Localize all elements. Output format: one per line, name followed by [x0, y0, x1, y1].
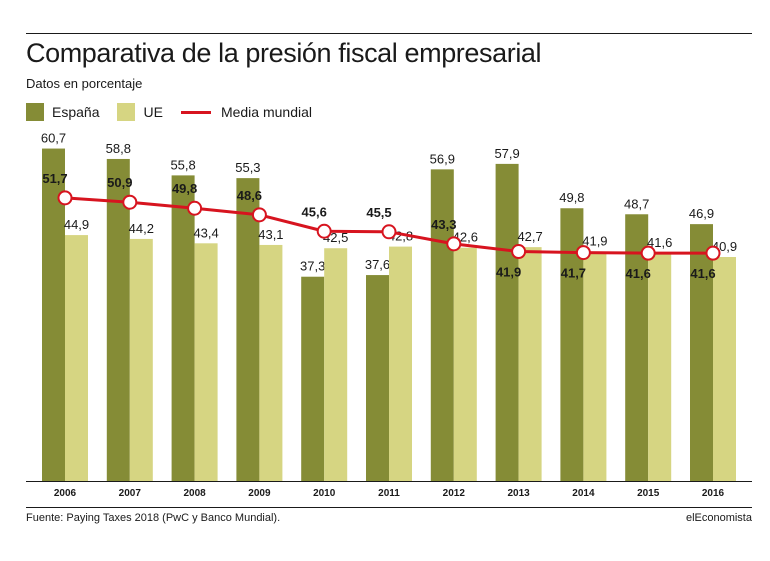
bar-ue-2014 [583, 251, 607, 481]
point-media-mundial-2012 [446, 236, 462, 252]
legend: España UE Media mundial [26, 102, 330, 122]
point-media-mundial-2009 [251, 207, 267, 223]
data-label-media-mundial-2015: 41,6 [626, 266, 651, 281]
data-label-espana-2008: 55,8 [170, 157, 195, 172]
legend-swatch-media-mundial [180, 110, 211, 114]
data-label-media-mundial-2012: 43,3 [431, 217, 456, 232]
data-label-espana-2013: 57,9 [494, 146, 519, 161]
bar-espana-2006 [42, 148, 65, 481]
data-label-espana-2012: 56,9 [430, 151, 455, 166]
data-label-espana-2014: 49,8 [559, 190, 584, 205]
bar-ue-2010 [324, 248, 348, 481]
data-label-ue-2014: 41,9 [582, 234, 607, 249]
x-tick-label-2011: 2011 [378, 488, 400, 499]
x-tick-label-2009: 2009 [248, 488, 271, 499]
bottom-rule [26, 507, 752, 508]
data-label-ue-2009: 43,1 [258, 227, 283, 242]
source-note: Fuente: Paying Taxes 2018 (PwC y Banco M… [26, 512, 281, 524]
point-media-mundial-2010 [316, 223, 332, 239]
bar-ue-2012 [453, 247, 477, 481]
bar-espana-2010 [301, 276, 325, 481]
bar-espana-2009 [236, 178, 260, 481]
point-media-mundial-2013 [511, 244, 527, 260]
brand-name: elEconomista [685, 512, 752, 524]
data-label-media-mundial-2009: 48,6 [237, 188, 262, 203]
data-label-ue-2008: 43,4 [193, 225, 218, 240]
point-media-mundial-2011 [381, 224, 397, 240]
x-tick-label-2016: 2016 [702, 488, 725, 499]
bar-espana-2013 [495, 163, 519, 481]
x-tick-label-2006: 2006 [54, 488, 77, 499]
point-media-mundial-2008 [187, 200, 203, 216]
legend-label-espana: España [52, 104, 100, 120]
data-label-espana-2010: 37,3 [300, 259, 325, 274]
bar-ue-2009 [259, 244, 283, 481]
data-label-media-mundial-2011: 45,5 [366, 205, 391, 220]
legend-label-media-mundial: Media mundial [220, 104, 312, 120]
top-rule [26, 33, 752, 34]
legend-label-ue: UE [143, 104, 163, 120]
x-tick-label-2008: 2008 [183, 488, 206, 499]
bar-ue-2016 [713, 256, 736, 481]
bar-espana-2015 [625, 214, 649, 481]
x-tick-label-2014: 2014 [572, 488, 595, 499]
bar-ue-2007 [129, 238, 153, 481]
bar-ue-2006 [65, 235, 88, 481]
bar-ue-2011 [389, 246, 412, 481]
point-media-mundial-2006 [57, 190, 73, 206]
bar-ue-2013 [518, 247, 542, 481]
x-tick-label-2007: 2007 [119, 488, 142, 499]
data-label-espana-2007: 58,8 [106, 141, 131, 156]
chart-title: Comparativa de la presión fiscal empresa… [26, 38, 542, 68]
data-label-espana-2011: 37,6 [365, 257, 390, 272]
point-media-mundial-2015 [640, 245, 656, 261]
bar-ue-2008 [194, 243, 218, 481]
legend-swatch-ue [117, 103, 136, 121]
data-label-ue-2006: 44,9 [64, 217, 89, 232]
data-label-media-mundial-2007: 50,9 [107, 175, 132, 190]
bar-espana-2011 [366, 275, 389, 481]
point-media-mundial-2007 [122, 194, 138, 210]
data-label-espana-2006: 60,7 [41, 131, 66, 146]
point-media-mundial-2016 [705, 245, 721, 261]
point-media-mundial-2014 [575, 245, 591, 261]
data-label-media-mundial-2014: 41,7 [561, 266, 586, 281]
x-tick-label-2013: 2013 [507, 488, 530, 499]
bar-espana-2016 [690, 224, 713, 481]
legend-swatch-espana [26, 103, 44, 121]
data-label-espana-2009: 55,3 [235, 160, 260, 175]
data-label-media-mundial-2010: 45,6 [302, 204, 327, 219]
data-label-media-mundial-2016: 41,6 [690, 266, 715, 281]
data-label-media-mundial-2013: 41,9 [496, 265, 521, 280]
bar-espana-2014 [560, 208, 584, 481]
bar-espana-2008 [171, 175, 195, 481]
bar-ue-2015 [648, 253, 672, 481]
data-label-ue-2007: 44,2 [129, 221, 154, 236]
data-label-media-mundial-2008: 49,8 [172, 181, 197, 196]
legend-item-espana: España [26, 103, 99, 121]
data-label-media-mundial-2006: 51,7 [42, 171, 67, 186]
x-tick-label-2015: 2015 [637, 488, 660, 499]
bar-espana-2007 [106, 158, 130, 482]
legend-item-media-mundial: Media mundial [180, 104, 312, 120]
data-label-ue-2015: 41,6 [647, 235, 672, 250]
data-label-espana-2016: 46,9 [689, 206, 714, 221]
data-label-ue-2013: 42,7 [517, 229, 542, 244]
chart-subtitle: Datos en porcentaje [26, 76, 143, 91]
legend-item-ue: UE [117, 103, 163, 121]
x-tick-label-2012: 2012 [443, 488, 466, 499]
x-tick-label-2010: 2010 [313, 488, 336, 499]
data-label-espana-2015: 48,7 [624, 196, 649, 211]
